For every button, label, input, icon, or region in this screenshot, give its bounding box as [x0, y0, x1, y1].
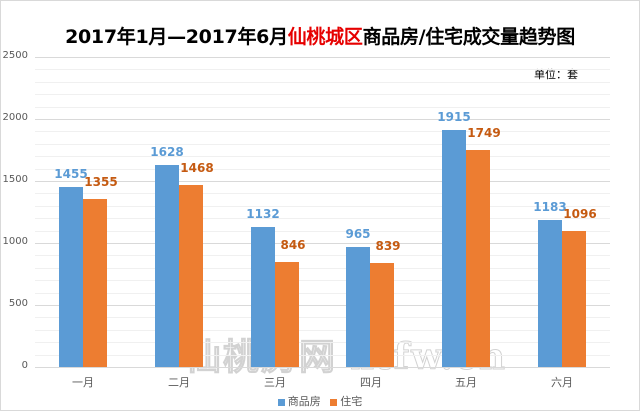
major-gridline — [35, 305, 610, 306]
data-label: 1355 — [84, 175, 118, 189]
x-tick-label: 四月 — [360, 376, 382, 389]
data-label: 846 — [280, 238, 306, 252]
minor-gridline — [35, 255, 610, 256]
legend: 商品房 住宅 — [0, 393, 640, 409]
bar-commercial[interactable] — [251, 227, 275, 367]
minor-gridline — [35, 355, 610, 356]
bar-residential[interactable] — [179, 185, 203, 367]
legend-label: 商品房 — [287, 395, 321, 408]
major-gridline — [35, 181, 610, 182]
minor-gridline — [35, 231, 610, 232]
title-highlight: 仙桃城区 — [287, 26, 363, 48]
minor-gridline — [35, 268, 610, 269]
major-gridline — [35, 243, 610, 244]
data-label: 1749 — [467, 126, 501, 140]
x-tick-label: 一月 — [72, 376, 94, 389]
minor-gridline — [35, 69, 610, 70]
x-tick-label: 六月 — [551, 376, 573, 389]
minor-gridline — [35, 156, 610, 157]
data-label: 1096 — [563, 207, 597, 221]
bar-residential[interactable] — [370, 263, 394, 367]
x-tick-label: 二月 — [168, 376, 190, 389]
minor-gridline — [35, 131, 610, 132]
data-label: 965 — [345, 227, 371, 241]
minor-gridline — [35, 317, 610, 318]
data-label: 1628 — [150, 145, 184, 159]
minor-gridline — [35, 342, 610, 343]
bar-residential[interactable] — [562, 231, 586, 367]
y-tick-label: 2000 — [2, 112, 28, 123]
bar-residential[interactable] — [466, 150, 490, 367]
data-label: 1915 — [437, 110, 471, 124]
chart-title: 2017年1月—2017年6月仙桃城区商品房/住宅成交量趋势图 — [0, 22, 640, 49]
legend-swatch-icon — [330, 398, 338, 406]
y-tick-label: 500 — [8, 298, 28, 309]
major-gridline — [35, 367, 610, 368]
y-tick-label: 1000 — [2, 236, 28, 247]
minor-gridline — [35, 206, 610, 207]
legend-swatch-icon — [277, 398, 285, 406]
y-tick-label: 2500 — [2, 50, 28, 61]
x-tick-label: 三月 — [264, 376, 286, 389]
minor-gridline — [35, 82, 610, 83]
data-label: 1468 — [180, 161, 214, 175]
major-gridline — [35, 119, 610, 120]
minor-gridline — [35, 169, 610, 170]
legend-label: 住宅 — [340, 395, 363, 408]
bar-commercial[interactable] — [442, 130, 466, 367]
data-label: 1455 — [54, 167, 88, 181]
bar-residential[interactable] — [275, 262, 299, 367]
title-suffix: 商品房/住宅成交量趋势图 — [362, 26, 576, 48]
minor-gridline — [35, 144, 610, 145]
legend-item-commercial[interactable]: 商品房 — [277, 395, 321, 408]
title-prefix: 2017年1月—2017年6月 — [65, 26, 288, 48]
legend-item-residential[interactable]: 住宅 — [330, 395, 362, 408]
bar-commercial[interactable] — [59, 187, 83, 367]
y-tick-label: 1500 — [2, 174, 28, 185]
bar-residential[interactable] — [83, 199, 107, 367]
data-label: 1183 — [533, 200, 567, 214]
y-tick-label: 0 — [21, 360, 28, 371]
unit-label: 单位：套 — [534, 68, 578, 81]
data-label: 839 — [375, 239, 401, 253]
minor-gridline — [35, 218, 610, 219]
minor-gridline — [35, 94, 610, 95]
data-label: 1132 — [246, 207, 280, 221]
bar-commercial[interactable] — [155, 165, 179, 367]
bar-commercial[interactable] — [346, 247, 370, 367]
minor-gridline — [35, 280, 610, 281]
minor-gridline — [35, 107, 610, 108]
minor-gridline — [35, 330, 610, 331]
minor-gridline — [35, 293, 610, 294]
x-tick-label: 五月 — [455, 376, 477, 389]
minor-gridline — [35, 193, 610, 194]
bar-commercial[interactable] — [538, 220, 562, 367]
major-gridline — [35, 57, 610, 58]
